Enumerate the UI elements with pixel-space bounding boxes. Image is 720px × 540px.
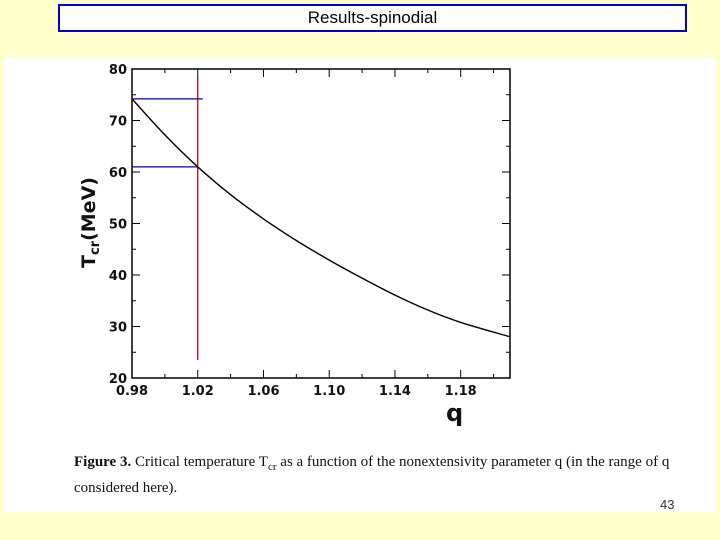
figure-caption: Figure 3. Critical temperature Tcr as a … <box>74 452 714 499</box>
y-tick-label-1: 30 <box>109 321 127 336</box>
series-line-tcr <box>131 98 511 338</box>
y-tick-label-4: 60 <box>109 166 127 181</box>
annotation-lines <box>132 77 203 360</box>
plot-frame <box>131 68 511 379</box>
y-tick-label-6: 80 <box>109 63 127 78</box>
slide-title: Results-spinodial <box>58 4 687 32</box>
figure-panel <box>4 57 716 512</box>
caption-text: Critical temperature T <box>131 454 268 470</box>
y-axis-title-sub: cr <box>88 240 103 255</box>
x-tick-label-4: 1.14 <box>379 384 411 399</box>
x-tick-label-3: 1.10 <box>313 384 345 399</box>
y-tick-label-5: 70 <box>109 115 127 130</box>
y-axis-title-unit: (MeV) <box>78 177 100 241</box>
y-tick-label-0: 20 <box>109 372 127 387</box>
x-tick-labels: 0.98 1.02 1.06 1.10 1.14 1.18 <box>116 384 477 399</box>
y-axis-title-main: T <box>78 255 100 268</box>
x-tick-label-0: 0.98 <box>116 384 148 399</box>
y-tick-labels: 20 30 40 50 60 70 80 <box>109 63 127 387</box>
x-tick-label-1: 1.02 <box>182 384 214 399</box>
y-tick-label-3: 50 <box>109 218 127 233</box>
tick-marks <box>131 68 510 379</box>
page-number: 43 <box>660 497 675 512</box>
caption-label: Figure 3. <box>74 454 132 470</box>
y-axis-title: Tcr(MeV) <box>78 177 103 268</box>
x-tick-label-5: 1.18 <box>445 384 477 399</box>
x-axis-title: q <box>446 399 463 427</box>
caption-text-2: as a function of the nonextensivity para… <box>74 454 670 496</box>
x-tick-label-2: 1.06 <box>247 384 279 399</box>
y-tick-label-2: 40 <box>109 269 127 284</box>
caption-sub: cr <box>267 461 277 473</box>
